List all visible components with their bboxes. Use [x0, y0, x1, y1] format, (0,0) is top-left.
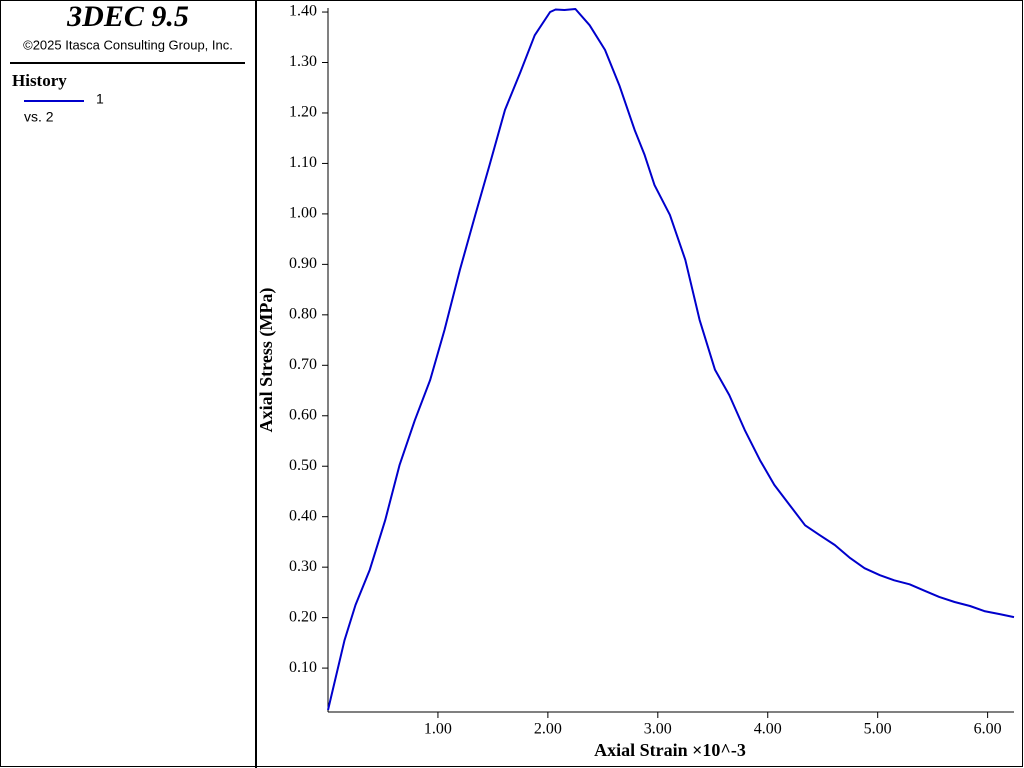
- x-tick-label: 3.00: [644, 721, 672, 738]
- legend-title: History: [12, 71, 67, 90]
- y-tick-label: 1.20: [289, 104, 317, 121]
- x-tick-label: 4.00: [754, 721, 782, 738]
- y-tick-label: 0.30: [289, 558, 317, 575]
- y-tick-label: 0.10: [289, 659, 317, 676]
- chart-subtitle: ©2025 Itasca Consulting Group, Inc.: [23, 37, 233, 52]
- y-tick-label: 1.40: [289, 3, 317, 20]
- y-tick-label: 1.00: [289, 205, 317, 222]
- x-tick-label: 6.00: [974, 721, 1002, 738]
- legend-note: vs. 2: [24, 109, 54, 125]
- y-tick-label: 0.20: [289, 608, 317, 625]
- x-axis-label: Axial Strain ×10^-3: [594, 740, 746, 760]
- x-tick-label: 2.00: [534, 721, 562, 738]
- y-tick-label: 0.80: [289, 306, 317, 323]
- y-tick-label: 0.40: [289, 507, 317, 524]
- x-tick-label: 5.00: [864, 721, 892, 738]
- legend-entry: 1: [96, 91, 104, 107]
- y-tick-label: 0.90: [289, 255, 317, 272]
- y-axis-label: Axial Stress (MPa): [256, 288, 277, 433]
- y-tick-label: 0.50: [289, 457, 317, 474]
- y-tick-label: 1.30: [289, 53, 317, 70]
- x-tick-label: 1.00: [424, 721, 452, 738]
- data-line: [327, 8, 1015, 711]
- chart-title: 3DEC 9.5: [66, 0, 189, 33]
- y-tick-label: 0.60: [289, 406, 317, 423]
- y-tick-label: 1.10: [289, 154, 317, 171]
- y-tick-label: 0.70: [289, 356, 317, 373]
